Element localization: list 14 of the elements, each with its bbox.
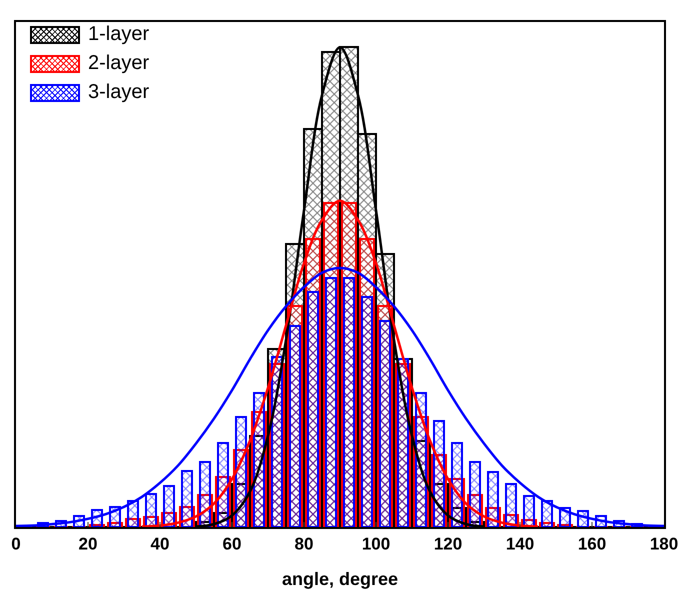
- x-tick-label: 100: [362, 534, 390, 554]
- x-tick-label: 140: [506, 534, 534, 554]
- x-tick-label: 120: [434, 534, 462, 554]
- legend-label: 3-layer: [88, 80, 150, 105]
- x-tick-label: 20: [78, 534, 98, 554]
- x-axis-title: angle, degree: [282, 569, 398, 589]
- x-tick-label: 60: [222, 534, 242, 554]
- x-tick-label: 40: [150, 534, 170, 554]
- x-tick-label: 0: [11, 534, 21, 554]
- x-tick-label: 180: [650, 534, 678, 554]
- legend-label: 1-layer: [88, 22, 150, 47]
- legend-label: 2-layer: [88, 51, 150, 76]
- x-tick-label: 160: [578, 534, 606, 554]
- x-tick-label: 80: [294, 534, 314, 554]
